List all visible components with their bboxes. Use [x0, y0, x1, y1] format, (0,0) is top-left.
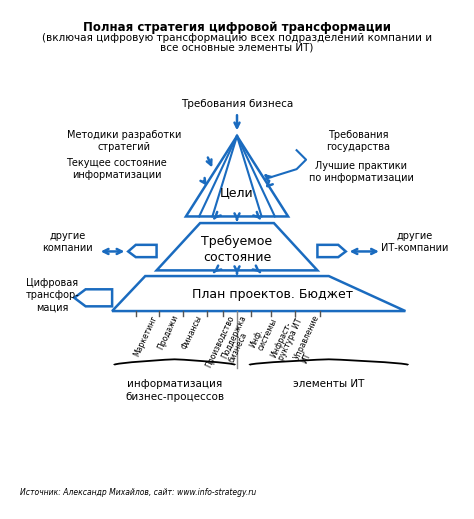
Text: Лучшие практики
по информатизации: Лучшие практики по информатизации: [309, 161, 413, 183]
Text: Продажи: Продажи: [156, 314, 181, 351]
Text: все основные элементы ИТ): все основные элементы ИТ): [160, 42, 314, 52]
Text: другие
ИТ-компании: другие ИТ-компании: [381, 231, 448, 253]
Polygon shape: [156, 223, 318, 270]
Polygon shape: [186, 136, 288, 216]
Text: Источник: Александр Михайлов, сайт: www.info-strategy.ru: Источник: Александр Михайлов, сайт: www.…: [20, 488, 256, 497]
Text: Требуемое
состояние: Требуемое состояние: [201, 235, 273, 264]
Text: Маркетинг: Маркетинг: [132, 314, 159, 358]
Text: Поддержка
бизнеса: Поддержка бизнеса: [220, 314, 255, 364]
Text: элементы ИТ: элементы ИТ: [293, 379, 365, 389]
Polygon shape: [318, 245, 346, 257]
Text: Финансы: Финансы: [180, 314, 204, 351]
Text: (включая цифровую трансформацию всех подразделений компании и: (включая цифровую трансформацию всех под…: [42, 33, 432, 43]
Text: информатизация
бизнес-процессов: информатизация бизнес-процессов: [125, 379, 224, 402]
Polygon shape: [112, 276, 405, 311]
Text: Производство: Производство: [204, 314, 236, 369]
Text: Требования бизнеса: Требования бизнеса: [181, 99, 293, 109]
Text: Полная стратегия цифровой трансформации: Полная стратегия цифровой трансформации: [83, 21, 391, 34]
Text: другие
компании: другие компании: [42, 231, 93, 253]
Text: Методики разработки
стратегий: Методики разработки стратегий: [67, 130, 182, 152]
Text: Цели: Цели: [220, 186, 254, 199]
Text: Текущее состояние
информатизации: Текущее состояние информатизации: [66, 158, 167, 180]
Text: Требования
государства: Требования государства: [326, 130, 390, 152]
Polygon shape: [128, 245, 156, 257]
Text: Инфраст-
руктура ИТ: Инфраст- руктура ИТ: [269, 314, 304, 362]
Polygon shape: [74, 289, 112, 306]
Text: Управление
ИТ: Управление ИТ: [293, 314, 329, 365]
Text: Цифровая
трансфор-
мация: Цифровая трансфор- мация: [26, 278, 79, 312]
Text: Инф.
системы: Инф. системы: [248, 314, 279, 352]
Text: План проектов. Бюджет: План проектов. Бюджет: [192, 288, 354, 301]
